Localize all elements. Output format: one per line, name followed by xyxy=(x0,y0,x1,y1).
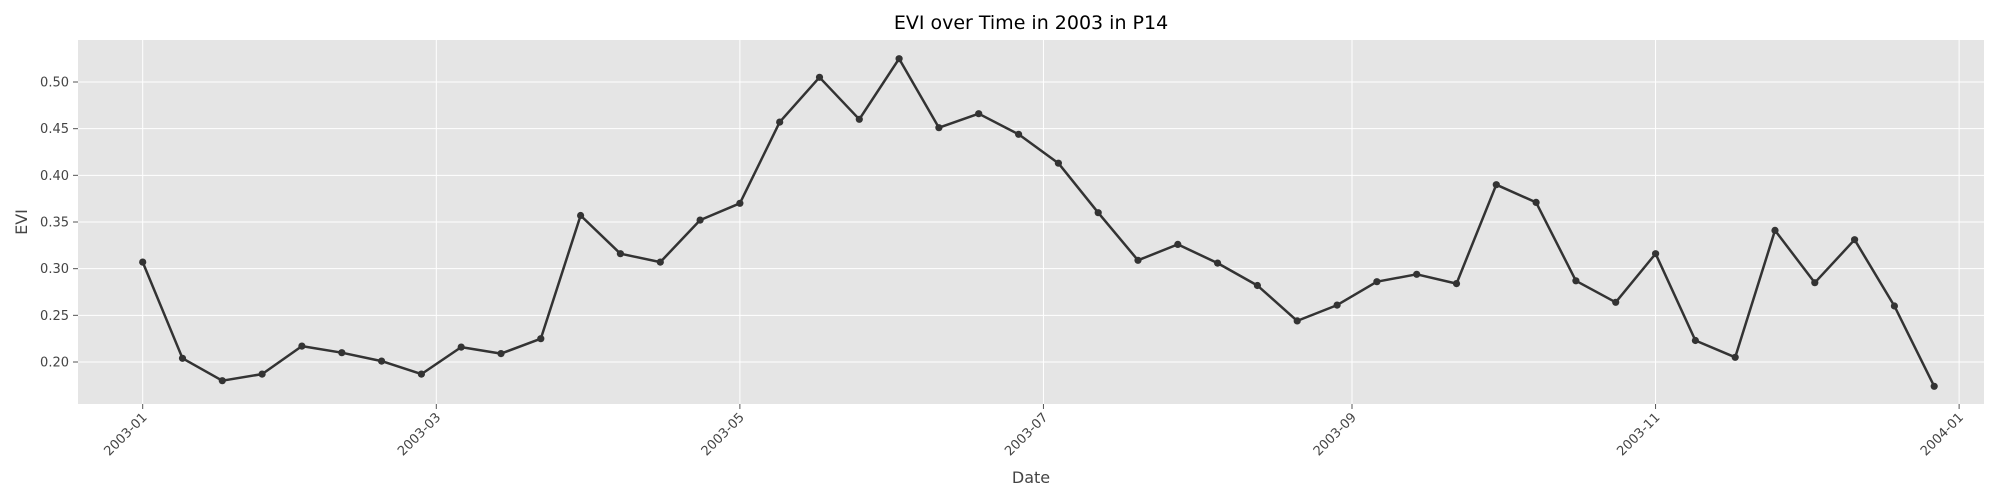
evi-data-point xyxy=(1373,278,1381,286)
evi-data-point xyxy=(298,342,306,350)
evi-data-point xyxy=(537,335,545,343)
y-tick-label: 0.45 xyxy=(40,122,69,137)
evi-data-point xyxy=(1691,336,1699,345)
evi-data-point xyxy=(935,124,943,132)
evi-data-point xyxy=(656,258,664,266)
evi-data-point xyxy=(1771,226,1779,234)
evi-data-point xyxy=(696,216,704,224)
evi-data-point xyxy=(457,343,465,351)
evi-data-point xyxy=(1452,280,1461,288)
evi-data-point xyxy=(178,354,187,362)
y-tick-label: 0.30 xyxy=(40,262,69,277)
evi-data-point xyxy=(577,211,585,220)
y-tick-label: 0.25 xyxy=(40,309,69,324)
series-layer xyxy=(139,55,1938,390)
y-tick-label: 0.20 xyxy=(40,356,69,371)
chart-title: EVI over Time in 2003 in P14 xyxy=(894,12,1168,34)
evi-series-line xyxy=(141,57,1936,387)
y-tick-label: 0.40 xyxy=(40,169,69,184)
y-axis-label: EVI xyxy=(12,209,31,235)
evi-data-point xyxy=(417,370,425,378)
evi-data-point xyxy=(1572,277,1580,285)
evi-data-point xyxy=(776,118,784,126)
evi-data-point xyxy=(1930,382,1938,390)
evi-data-point xyxy=(1532,198,1540,206)
evi-data-point xyxy=(975,110,983,118)
x-axis-label: Date xyxy=(1012,468,1050,487)
evi-data-point xyxy=(1413,270,1421,278)
evi-data-point xyxy=(1253,281,1261,290)
evi-data-point xyxy=(1015,130,1023,138)
evi-data-point xyxy=(139,258,147,266)
evi-data-point xyxy=(1652,250,1660,258)
evi-data-point xyxy=(895,55,903,63)
x-tick-label: 2004-01 xyxy=(1918,410,1967,459)
evi-data-point xyxy=(1174,240,1182,248)
evi-data-point xyxy=(1214,259,1222,267)
x-tick-label: 2003-07 xyxy=(1002,410,1051,459)
evi-data-point xyxy=(1054,159,1062,167)
evi-data-point xyxy=(855,115,863,123)
evi-data-point xyxy=(1890,302,1898,310)
y-tick-label: 0.35 xyxy=(40,216,69,231)
evi-data-point xyxy=(1851,236,1859,244)
x-tick-label: 2003-05 xyxy=(699,410,748,459)
evi-data-point xyxy=(1811,279,1819,287)
evi-data-point xyxy=(258,370,266,378)
x-tick-label: 2003-11 xyxy=(1614,410,1663,459)
evi-data-point xyxy=(1333,301,1341,309)
evi-data-point xyxy=(736,199,744,207)
x-tick-label: 2003-01 xyxy=(102,410,151,459)
evi-data-point xyxy=(218,377,226,385)
evi-data-point xyxy=(815,73,824,81)
grid-layer xyxy=(78,40,1984,404)
evi-data-point xyxy=(1094,209,1102,217)
evi-data-point xyxy=(378,357,386,365)
evi-data-point xyxy=(1612,298,1620,306)
evi-data-point xyxy=(338,349,346,357)
evi-data-point xyxy=(1492,181,1500,189)
evi-data-point xyxy=(1293,317,1301,325)
evi-data-point xyxy=(616,250,625,258)
x-tick-label: 2003-09 xyxy=(1311,410,1360,459)
evi-data-point xyxy=(497,350,505,358)
y-tick-label: 0.50 xyxy=(40,76,69,91)
x-tick-label: 2003-03 xyxy=(395,410,444,459)
evi-data-point xyxy=(1731,353,1739,361)
evi-data-point xyxy=(1134,256,1142,264)
